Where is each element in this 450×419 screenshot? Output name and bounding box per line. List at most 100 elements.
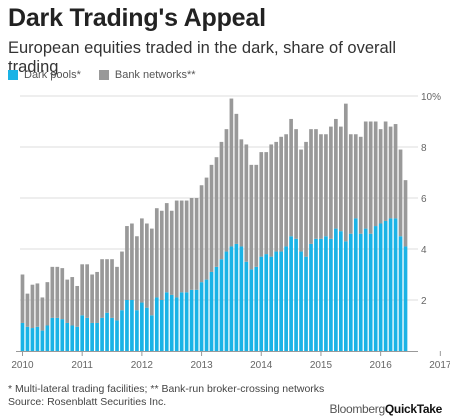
brand-logo: BloombergQuickTake [330,402,443,416]
bar-dark-pools [214,266,219,351]
bar-bank-networks [274,141,279,252]
bar-dark-pools [363,228,368,351]
bar-bank-networks [269,144,274,257]
bar-bank-networks [125,226,129,300]
bar-bank-networks [244,144,249,262]
bar-bank-networks [214,157,219,267]
bar-dark-pools [140,302,144,351]
bar-dark-pools [110,317,114,351]
bar-bank-networks [219,141,224,260]
bar-dark-pools [279,251,283,351]
legend-label-dark-pools: Dark pools* [24,69,81,81]
bar-bank-networks [90,274,94,323]
bar-dark-pools [393,218,398,351]
bar-bank-networks [373,121,378,227]
bar-dark-pools [254,266,259,351]
bar-bank-networks [299,149,303,252]
bar-dark-pools [60,319,65,352]
bar-bank-networks [284,134,288,247]
bar-dark-pools [85,317,89,351]
footnote-definitions: * Multi-lateral trading facilities; ** B… [8,383,325,395]
bar-bank-networks [329,126,333,239]
x-tick-label: 2017 [429,360,450,371]
bar-bank-networks [50,266,55,318]
bar-bank-networks [140,218,144,303]
bar-dark-pools [358,233,363,351]
bar-bank-networks [35,283,40,327]
bar-dark-pools [219,259,224,351]
legend-swatch-dark-pools [8,70,18,80]
bar-dark-pools [229,246,234,351]
bar-dark-pools [90,322,94,351]
bar-dark-pools [194,289,199,351]
grid-layer [20,95,418,301]
bar-bank-networks [348,134,353,234]
bar-dark-pools [199,282,204,351]
bar-bank-networks [40,297,45,331]
bar-dark-pools [264,254,269,351]
bar-bank-networks [234,113,239,244]
bar-bank-networks [279,136,283,252]
bar-bank-networks [209,164,214,272]
bar-dark-pools [294,238,298,351]
bar-bank-networks [363,121,368,229]
bar-bank-networks [388,126,393,219]
bar-dark-pools [224,251,229,351]
bar-bank-networks [324,134,328,237]
bar-bank-networks [204,177,209,280]
bar-dark-pools [25,326,30,351]
bar-dark-pools [159,300,164,351]
bar-bank-networks [309,129,313,244]
bar-dark-pools [339,231,343,351]
bar-bank-networks [229,98,234,247]
bar-bank-networks [100,259,104,318]
bar-dark-pools [125,300,129,351]
bar-dark-pools [234,243,239,351]
source-note: Source: Rosenblatt Securities Inc. [8,396,167,408]
chart-subtitle: European equities traded in the dark, sh… [8,39,396,76]
bar-dark-pools [179,292,184,351]
axis-layer: 2 4 6 8 10% 2010 2011 2012 2013 2014 2015 2016 2017 [11,92,450,371]
bar-bank-networks [249,164,254,270]
legend-swatch-bank-networks [98,70,109,80]
bar-bank-networks [224,129,229,252]
bar-dark-pools [343,241,348,351]
bar-dark-pools [130,300,134,351]
bar-bank-networks [294,129,298,239]
bars-layer [20,98,408,352]
bar-dark-pools [383,220,388,351]
bar-dark-pools [115,320,119,351]
bar-bank-networks [154,208,159,298]
bar-bank-networks [110,259,114,318]
bar-bank-networks [70,277,75,326]
footnote: * Multi-lateral trading facilities; ** B… [8,383,324,409]
bar-bank-networks [368,121,373,234]
y-tick-label: 10% [421,92,441,103]
bar-dark-pools [65,322,70,351]
bar-bank-networks [75,285,80,327]
bar-dark-pools [378,223,383,351]
bar-dark-pools [353,218,358,351]
bar-dark-pools [329,238,333,351]
bar-bank-networks [45,282,50,326]
bar-dark-pools [145,307,149,351]
bar-dark-pools [95,322,99,351]
bar-bank-networks [120,251,124,311]
bar-dark-pools [20,322,25,351]
bar-bank-networks [383,121,388,221]
legend: Dark pools* Bank networks** [8,69,214,81]
bar-bank-networks [149,228,154,316]
bar-dark-pools [120,310,124,351]
bar-dark-pools [269,256,274,351]
bar-bank-networks [179,200,184,293]
bar-bank-networks [199,185,204,283]
bar-bank-networks [403,180,408,247]
bar-bank-networks [80,264,85,316]
legend-label-bank-networks: Bank networks** [114,69,196,81]
bar-bank-networks [343,103,348,242]
bar-bank-networks [378,129,383,224]
bar-dark-pools [189,289,194,351]
bar-bank-networks [174,200,179,298]
bar-bank-networks [145,223,149,308]
